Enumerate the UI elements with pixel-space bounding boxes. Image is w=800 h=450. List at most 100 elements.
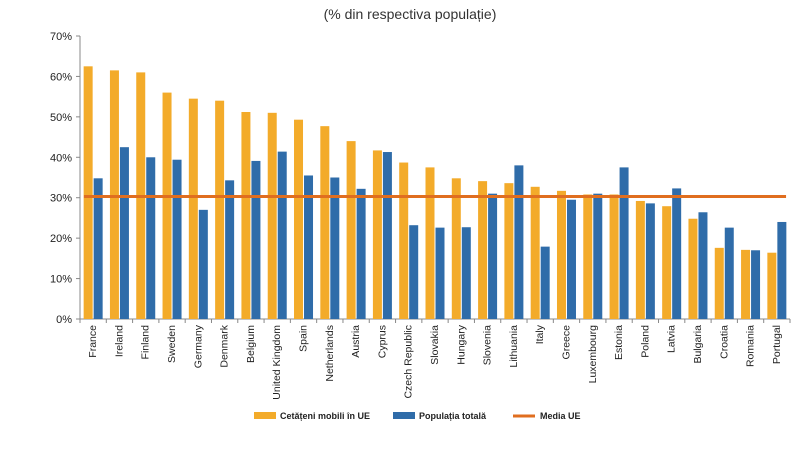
x-tick-label: Italy xyxy=(534,324,546,344)
bar-mobile-citizens xyxy=(109,70,119,319)
bar-mobile-citizens xyxy=(583,194,593,319)
bar-total-population xyxy=(172,159,182,319)
legend-label: Cetățeni mobili în UE xyxy=(280,411,370,421)
bar-total-population xyxy=(724,227,734,319)
bar-total-population xyxy=(409,225,419,319)
x-tick-label: Austria xyxy=(350,325,362,358)
bar-total-population xyxy=(672,188,682,319)
x-tick-label: Germany xyxy=(192,324,204,368)
bar-mobile-citizens xyxy=(451,178,461,319)
bar-total-population xyxy=(645,203,655,319)
x-tick-label: Cyprus xyxy=(376,325,388,358)
bar-mobile-citizens xyxy=(399,162,409,319)
bar-mobile-citizens xyxy=(162,92,172,319)
bar-total-population xyxy=(382,152,392,319)
bar-total-population xyxy=(304,175,314,319)
bar-total-population xyxy=(435,227,445,319)
x-tick-label: Netherlands xyxy=(324,325,336,382)
x-tick-label: Latvia xyxy=(666,325,678,353)
bar-total-population xyxy=(593,193,603,319)
y-tick-label: 50% xyxy=(50,112,72,124)
y-tick-label: 40% xyxy=(50,152,72,164)
bar-mobile-citizens xyxy=(504,183,514,319)
bar-mobile-citizens xyxy=(346,141,356,319)
bar-mobile-citizens xyxy=(372,150,382,319)
bar-total-population xyxy=(488,193,498,319)
y-tick-label: 60% xyxy=(50,71,72,83)
category-labels: France Ireland Finland Sweden Germany Denmark… xyxy=(87,324,783,399)
x-tick-label: Bulgaria xyxy=(692,325,704,364)
y-tick-label: 20% xyxy=(50,233,72,245)
bar-total-population xyxy=(751,250,761,319)
bar-total-population xyxy=(566,199,576,319)
bar-total-population xyxy=(330,177,340,319)
x-tick-label: Ireland xyxy=(113,325,125,357)
bar-mobile-citizens xyxy=(478,181,488,319)
x-tick-label: Greece xyxy=(560,325,572,360)
bar-mobile-citizens xyxy=(241,112,251,320)
x-tick-label: Luxembourg xyxy=(587,325,599,384)
bar-mobile-citizens xyxy=(425,167,435,319)
bar-mobile-citizens xyxy=(767,252,777,319)
chart-subtitle: (% din respectiva populație) xyxy=(324,6,497,22)
y-tick-label: 70% xyxy=(50,31,72,43)
x-tick-label: Finland xyxy=(140,325,152,360)
x-tick-label: Belgium xyxy=(245,325,257,363)
bar-mobile-citizens xyxy=(609,194,619,319)
bar-total-population xyxy=(461,227,471,319)
bar-total-population xyxy=(93,178,103,319)
bar-total-population xyxy=(356,188,366,319)
bar-mobile-citizens xyxy=(294,119,304,320)
bar-total-population xyxy=(225,180,235,319)
bar-total-population xyxy=(619,167,629,319)
bar-mobile-citizens xyxy=(688,218,698,319)
y-tick-label: 0% xyxy=(56,314,72,326)
x-tick-label: Portugal xyxy=(771,325,783,364)
legend-item-eu-average: Media UE xyxy=(513,411,581,421)
x-tick-label: Spain xyxy=(298,325,310,352)
x-tick-label: Romania xyxy=(745,325,757,367)
bar-mobile-citizens xyxy=(530,186,540,319)
bar-total-population xyxy=(119,147,129,319)
x-tick-label: Poland xyxy=(639,325,651,358)
x-tick-label: Sweden xyxy=(166,325,178,363)
x-tick-label: France xyxy=(87,325,99,358)
bar-total-population xyxy=(514,165,524,319)
bar-mobile-citizens xyxy=(556,190,566,319)
legend-swatch xyxy=(393,412,415,419)
bar-mobile-citizens xyxy=(83,66,93,319)
bar-total-population xyxy=(198,209,208,319)
bar-total-population xyxy=(698,212,708,319)
x-tick-label: Estonia xyxy=(613,325,625,360)
bar-mobile-citizens xyxy=(662,206,672,319)
bar-mobile-citizens xyxy=(215,100,225,319)
bar-total-population xyxy=(777,221,787,319)
bar-mobile-citizens xyxy=(320,126,330,319)
bar-mobile-citizens xyxy=(741,249,751,319)
x-tick-label: Croatia xyxy=(718,325,730,359)
legend: Cetățeni mobili în UE Populația totală Med… xyxy=(254,411,581,421)
x-tick-label: Czech Republic xyxy=(403,325,415,399)
bar-total-population xyxy=(277,151,287,319)
x-tick-label: Slovenia xyxy=(482,325,494,365)
y-tick-label: 10% xyxy=(50,274,72,286)
x-tick-label: Denmark xyxy=(219,324,231,367)
x-tick-label: Slovakia xyxy=(429,325,441,365)
legend-label: Populația totală xyxy=(419,411,487,421)
axes: 0% 10% 20% 30% 40% 50% 60% 70% xyxy=(50,31,791,326)
bar-total-population xyxy=(146,157,156,319)
legend-swatch xyxy=(254,412,276,419)
legend-label: Media UE xyxy=(540,411,581,421)
bar-mobile-citizens xyxy=(714,247,724,319)
y-tick-label: 30% xyxy=(50,193,72,205)
x-tick-label: Hungary xyxy=(455,324,467,364)
bar-mobile-citizens xyxy=(635,200,645,319)
x-tick-label: United Kingdom xyxy=(271,325,283,400)
bar-mobile-citizens xyxy=(267,112,277,319)
legend-item-mobile-citizens: Cetățeni mobili în UE xyxy=(254,411,370,421)
bars xyxy=(83,66,787,320)
legend-item-total-population: Populația totală xyxy=(393,411,487,421)
x-tick-label: Lithuania xyxy=(508,325,520,368)
